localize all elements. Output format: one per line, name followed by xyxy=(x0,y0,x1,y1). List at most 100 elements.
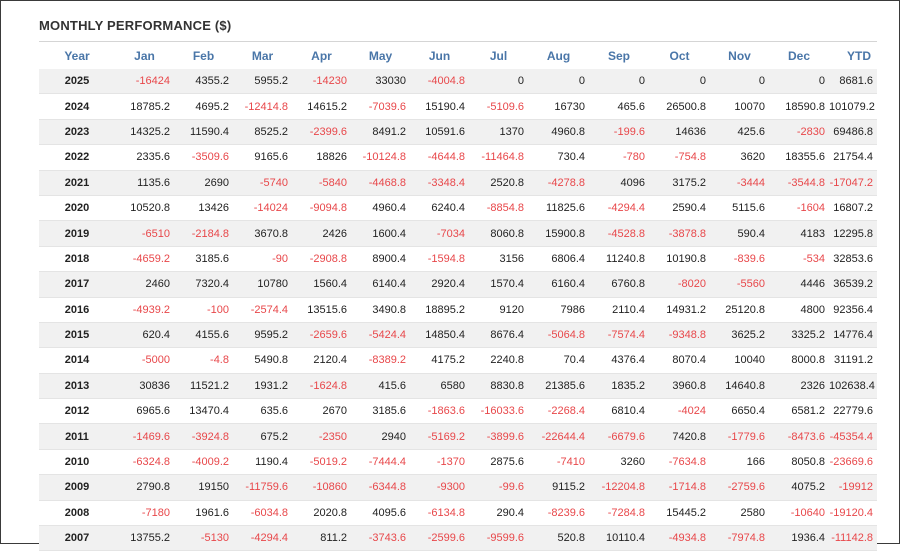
month-value-cell: 16730 xyxy=(528,93,589,120)
month-value-cell: -5740 xyxy=(233,170,292,196)
column-header-nov: Nov xyxy=(710,43,769,69)
month-value-cell: -2399.6 xyxy=(292,119,351,146)
month-value-cell: -3899.6 xyxy=(469,423,528,450)
month-value-cell: 4446 xyxy=(769,271,829,298)
month-value-cell: 2020.8 xyxy=(292,500,351,527)
month-value-cell: -534 xyxy=(769,246,829,273)
month-value-cell: -6324.8 xyxy=(115,449,174,476)
month-value-cell: 4800 xyxy=(769,297,829,323)
month-value-cell: 1835.2 xyxy=(589,373,649,400)
month-value-cell: 10591.6 xyxy=(410,119,469,146)
month-value-cell: -3348.4 xyxy=(410,170,469,196)
month-value-cell: -6679.6 xyxy=(589,423,649,450)
month-value-cell: -9300 xyxy=(410,474,469,501)
year-cell: 2008 xyxy=(39,500,115,527)
ytd-cell: -19120.4 xyxy=(829,500,877,527)
month-value-cell: -4644.8 xyxy=(410,144,469,171)
ytd-cell: -45354.4 xyxy=(829,423,877,450)
table-row: 2010 -6324.8 -4009.2 1190.4 -5019.2 -7444.4 -1… xyxy=(39,449,877,476)
month-value-cell: 2590.4 xyxy=(649,195,710,222)
month-value-cell: 0 xyxy=(649,69,710,95)
month-value-cell: -2599.6 xyxy=(410,525,469,551)
year-cell: 2020 xyxy=(39,195,115,222)
month-value-cell: 18826 xyxy=(292,144,351,171)
month-value-cell: 2326 xyxy=(769,373,829,400)
month-value-cell: -6344.8 xyxy=(351,474,410,501)
month-value-cell: -7974.8 xyxy=(710,525,769,551)
month-value-cell: 3185.6 xyxy=(351,398,410,425)
month-value-cell: 1560.4 xyxy=(292,271,351,298)
month-value-cell: 11240.8 xyxy=(589,246,649,273)
ytd-cell: -11142.8 xyxy=(829,525,877,551)
table-row: 2007 13755.2 -5130 -4294.4 811.2 -3743.6 -2599… xyxy=(39,525,877,551)
month-value-cell: -1624.8 xyxy=(292,373,351,400)
month-value-cell: -11464.8 xyxy=(469,144,528,171)
month-value-cell: -7574.4 xyxy=(589,322,649,349)
month-value-cell: 9595.2 xyxy=(233,322,292,349)
column-header-aug: Aug xyxy=(528,43,589,69)
month-value-cell: 18895.2 xyxy=(410,297,469,323)
month-value-cell: 11825.6 xyxy=(528,195,589,222)
month-value-cell: 14636 xyxy=(649,119,710,146)
ytd-cell: 92356.4 xyxy=(829,297,877,323)
table-row: 2022 2335.6 -3509.6 9165.6 18826 -10124.8 -464… xyxy=(39,144,877,171)
month-value-cell: -4659.2 xyxy=(115,246,174,273)
month-value-cell: -2830 xyxy=(769,119,829,146)
month-value-cell: -6034.8 xyxy=(233,500,292,527)
month-value-cell: 8676.4 xyxy=(469,322,528,349)
table-row: 2016 -4939.2 -100 -2574.4 13515.6 3490.8 18895… xyxy=(39,297,877,323)
month-value-cell: 18590.8 xyxy=(769,93,829,120)
month-value-cell: -3878.8 xyxy=(649,220,710,247)
column-header-may: May xyxy=(351,43,410,69)
month-value-cell: 3156 xyxy=(469,246,528,273)
month-value-cell: 2580 xyxy=(710,500,769,527)
month-value-cell: 4183 xyxy=(769,220,829,247)
month-value-cell: -16033.6 xyxy=(469,398,528,425)
month-value-cell: -7284.8 xyxy=(589,500,649,527)
year-cell: 2024 xyxy=(39,93,115,120)
month-value-cell: -2184.8 xyxy=(174,220,233,247)
month-value-cell: -5560 xyxy=(710,271,769,298)
column-header-oct: Oct xyxy=(649,43,710,69)
month-value-cell: 25120.8 xyxy=(710,297,769,323)
month-value-cell: -839.6 xyxy=(710,246,769,273)
month-value-cell: -9348.8 xyxy=(649,322,710,349)
month-value-cell: -7034 xyxy=(410,220,469,247)
ytd-cell: 102638.4 xyxy=(829,373,877,400)
month-value-cell: 1931.2 xyxy=(233,373,292,400)
month-value-cell: 0 xyxy=(769,69,829,95)
year-cell: 2017 xyxy=(39,271,115,298)
month-value-cell: 2120.4 xyxy=(292,347,351,374)
month-value-cell: -6510 xyxy=(115,220,174,247)
month-value-cell: 7420.8 xyxy=(649,423,710,450)
month-value-cell: 3490.8 xyxy=(351,297,410,323)
ytd-cell: 12295.8 xyxy=(829,220,877,247)
year-cell: 2009 xyxy=(39,474,115,501)
month-value-cell: 1190.4 xyxy=(233,449,292,476)
month-value-cell: -7634.8 xyxy=(649,449,710,476)
month-value-cell: 11590.4 xyxy=(174,119,233,146)
month-value-cell: 1570.4 xyxy=(469,271,528,298)
month-value-cell: -4.8 xyxy=(174,347,233,374)
month-value-cell: 8491.2 xyxy=(351,119,410,146)
month-value-cell: 0 xyxy=(528,69,589,95)
month-value-cell: 10110.4 xyxy=(589,525,649,551)
month-value-cell: -7410 xyxy=(528,449,589,476)
month-value-cell: 4355.2 xyxy=(174,69,233,95)
month-value-cell: -10124.8 xyxy=(351,144,410,171)
ytd-cell: 36539.2 xyxy=(829,271,877,298)
month-value-cell: -6134.8 xyxy=(410,500,469,527)
month-value-cell: 3175.2 xyxy=(649,170,710,196)
table-row: 2012 6965.6 13470.4 635.6 2670 3185.6 -1863.6-… xyxy=(39,398,877,425)
month-value-cell: -7039.6 xyxy=(351,93,410,120)
table-body: 2025 -16424 4355.2 5955.2 -14230 33030 -4004.8… xyxy=(39,69,877,551)
month-value-cell: 2670 xyxy=(292,398,351,425)
month-value-cell: -4024 xyxy=(649,398,710,425)
month-value-cell: -8854.8 xyxy=(469,195,528,222)
month-value-cell: 3960.8 xyxy=(649,373,710,400)
month-value-cell: 18355.6 xyxy=(769,144,829,171)
month-value-cell: 0 xyxy=(589,69,649,95)
month-value-cell: 9165.6 xyxy=(233,144,292,171)
month-value-cell: -3924.8 xyxy=(174,423,233,450)
month-value-cell: -5424.4 xyxy=(351,322,410,349)
